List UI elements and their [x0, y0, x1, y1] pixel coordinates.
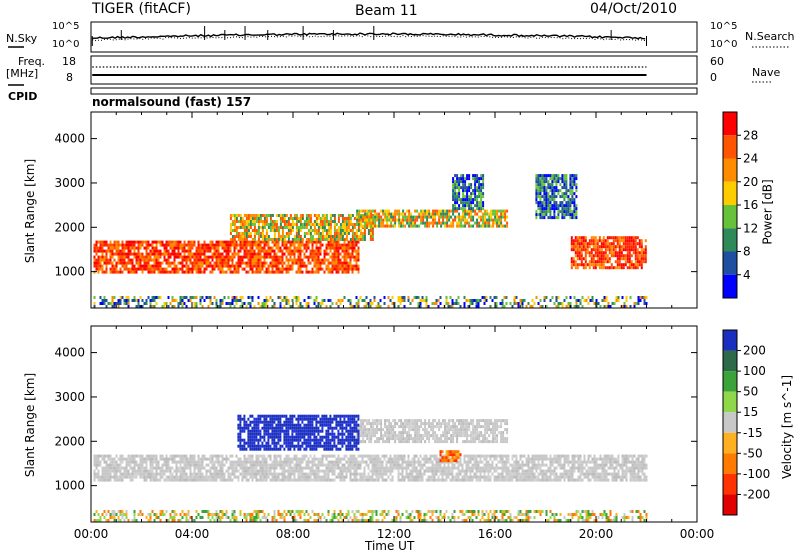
power-colorbar-segment	[723, 205, 737, 229]
cpid-panel-frame	[90, 87, 698, 95]
colorbar-tick-label: 16	[743, 198, 758, 212]
velocity-ylabel: Slant Range [km]	[23, 372, 38, 478]
freq-unit: [MHz]	[6, 67, 39, 80]
colorbar-tick-label: -50	[743, 446, 763, 460]
nsky-tick-top-left: 10^5	[52, 21, 80, 32]
cpid-label: CPID	[8, 90, 38, 103]
date-title: 04/Oct/2010	[590, 1, 678, 17]
velocity-panel-frame	[90, 325, 698, 523]
x-tick-label: 12:00	[377, 527, 412, 541]
freq-tick-top: 18	[62, 55, 76, 68]
power-colorbar-segment	[723, 228, 737, 252]
nave-tick-top: 60	[710, 55, 724, 68]
nsearch-label: N.Search	[745, 30, 795, 43]
colorbar-tick-label: 50	[743, 385, 758, 399]
nsky-panel-frame	[90, 21, 698, 53]
x-tick-label: 00:00	[680, 527, 715, 541]
velocity-colorbar-segment	[723, 432, 737, 454]
power-colorbar-segment	[723, 158, 737, 182]
nave-label: Nave	[752, 66, 781, 79]
x-tick-label: 00:00	[74, 527, 109, 541]
power-colorbar-segment	[723, 135, 737, 159]
power-colorbar-segment	[723, 112, 737, 136]
colorbar-tick-label: 28	[743, 128, 758, 142]
nsky-tick-bottom-left: 10^0	[52, 39, 80, 50]
velocity-colorbar-segment	[723, 330, 737, 351]
freq-label: Freq.	[18, 55, 46, 68]
nsky-tick-top-right: 10^5	[710, 21, 738, 32]
y-tick-label: 3000	[54, 390, 85, 404]
velocity-colorbar-segment	[723, 473, 737, 495]
velocity-colorbar-segment	[723, 412, 737, 433]
velocity-colorbar-segment	[723, 391, 737, 413]
y-tick-label: 1000	[54, 265, 85, 279]
x-tick-label: 08:00	[276, 527, 311, 541]
power-colorbar-segment	[723, 274, 737, 298]
colorbar-tick-label: -100	[743, 467, 770, 481]
colorbar-tick-label: -15	[743, 426, 763, 440]
power-colorbar-segment	[723, 251, 737, 275]
nsky-tick-bottom-right: 10^0	[710, 39, 738, 50]
power-ylabel: Slant Range [km]	[23, 158, 38, 264]
colorbar-tick-label: 20	[743, 175, 758, 189]
power-colorbar-label: Power [dB]	[760, 179, 775, 245]
colorbar-tick-label: 15	[743, 405, 758, 419]
velocity-colorbar-segment	[723, 371, 737, 392]
x-axis-label: Time UT	[365, 539, 415, 553]
y-tick-label: 3000	[54, 176, 85, 190]
power-panel-frame	[90, 111, 698, 309]
power-colorbar-segment	[723, 181, 737, 205]
y-tick-label: 4000	[54, 132, 85, 146]
freq-tick-bottom: 8	[66, 71, 73, 84]
colorbar-tick-label: -200	[743, 487, 770, 501]
power-echo-layer	[93, 174, 648, 308]
velocity-echo-layer	[93, 414, 648, 522]
velocity-colorbar-label: Velocity [m s^-1]	[780, 374, 795, 480]
nsky-series-line	[92, 32, 646, 40]
colorbar-tick-label: 200	[743, 344, 766, 358]
velocity-colorbar-segment	[723, 350, 737, 372]
freq-panel-frame	[90, 55, 698, 85]
colorbar-tick-label: 4	[743, 268, 751, 282]
x-tick-label: 04:00	[175, 527, 210, 541]
y-tick-label: 4000	[54, 346, 85, 360]
nsky-label: N.Sky	[6, 32, 38, 45]
colorbar-tick-label: 12	[743, 221, 758, 235]
y-tick-label: 2000	[54, 434, 85, 448]
y-tick-label: 1000	[54, 479, 85, 493]
x-tick-label: 16:00	[478, 527, 513, 541]
velocity-colorbar-segment	[723, 494, 737, 515]
cpid-value: normalsound (fast) 157	[92, 95, 252, 109]
y-tick-label: 2000	[54, 220, 85, 234]
colorbar-tick-label: 8	[743, 245, 751, 259]
velocity-colorbar-frame	[722, 329, 738, 516]
station-title: TIGER (fitACF)	[92, 1, 191, 17]
nave-tick-bottom: 0	[710, 71, 717, 84]
velocity-colorbar-segment	[723, 453, 737, 474]
colorbar-tick-label: 24	[743, 152, 758, 166]
beam-title: Beam 11	[355, 3, 418, 19]
colorbar-tick-label: 100	[743, 364, 766, 378]
x-tick-label: 20:00	[579, 527, 614, 541]
